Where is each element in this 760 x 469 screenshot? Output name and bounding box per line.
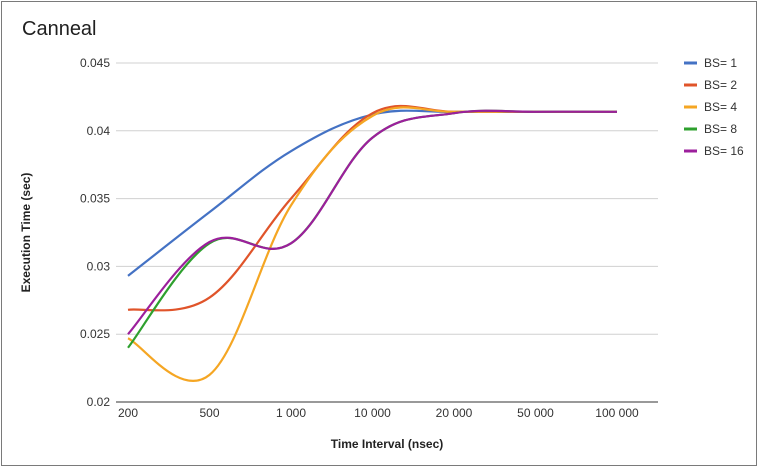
y-tick-label: 0.02 <box>87 395 111 409</box>
series-line-bs-16 <box>127 109 618 335</box>
x-axis-ticks: 200 500 1 000 10 000 20 000 50 000 100 000 <box>118 406 639 420</box>
series-line-bs-8 <box>127 109 618 349</box>
y-tick-label: 0.025 <box>80 327 110 341</box>
legend-label: BS= 1 <box>704 56 737 70</box>
legend: BS= 1 BS= 2 BS= 4 BS= 8 BS= 16 <box>684 56 744 158</box>
y-tick-label: 0.035 <box>80 192 110 206</box>
legend-label: BS= 16 <box>704 144 744 158</box>
y-tick-label: 0.04 <box>87 124 111 138</box>
x-tick-label: 20 000 <box>436 406 473 420</box>
grid-lines <box>116 62 658 403</box>
x-axis-title: Time Interval (nsec) <box>331 437 444 451</box>
x-tick-label: 100 000 <box>595 406 639 420</box>
y-axis-ticks: 0.02 0.025 0.03 0.035 0.04 0.045 <box>80 56 110 409</box>
x-tick-label: 200 <box>118 406 138 420</box>
x-tick-label: 1 000 <box>276 406 306 420</box>
series-line-bs-4 <box>127 106 617 383</box>
y-tick-label: 0.045 <box>80 56 110 70</box>
legend-label: BS= 8 <box>704 122 737 136</box>
series-lines <box>127 104 618 383</box>
x-tick-label: 10 000 <box>354 406 391 420</box>
x-tick-label: 500 <box>199 406 219 420</box>
y-axis-title: Execution Time (sec) <box>19 173 33 293</box>
chart-title: Canneal <box>22 18 97 40</box>
x-tick-label: 50 000 <box>517 406 554 420</box>
legend-label: BS= 4 <box>704 100 737 114</box>
series-line-bs-1 <box>127 109 617 277</box>
y-tick-label: 0.03 <box>87 259 111 273</box>
legend-label: BS= 2 <box>704 78 737 92</box>
